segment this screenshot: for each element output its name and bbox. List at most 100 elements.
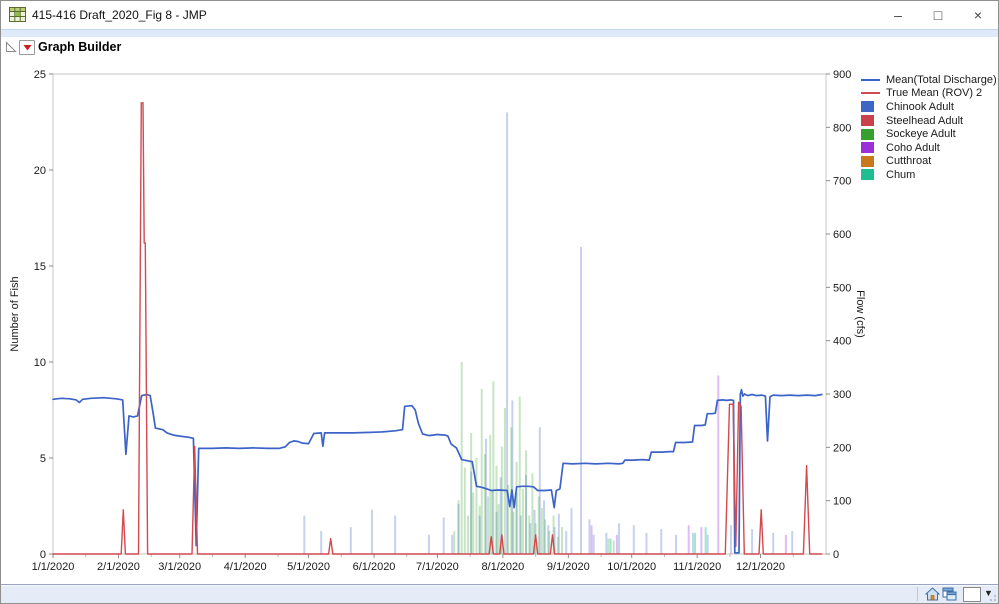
svg-text:Flow (cfs): Flow (cfs) [854,290,866,338]
home-icon[interactable] [925,587,940,601]
bar [487,496,490,554]
bar [548,530,551,554]
bar [525,450,528,554]
bar [552,515,555,554]
bar [717,375,720,554]
legend-item[interactable]: Chum [861,168,997,182]
window-list-icon[interactable] [942,587,957,601]
legend: Mean(Total Discharge) True Mean (ROV) 2 Ch… [861,73,997,182]
svg-text:200: 200 [833,442,851,454]
bar [489,434,492,554]
bar [544,519,547,554]
bar [540,507,543,554]
disclosure-triangle-icon[interactable] [5,41,17,53]
bar [503,408,506,554]
legend-square-swatch [861,142,886,154]
bar [609,538,612,554]
bar [618,523,621,554]
svg-text:800: 800 [833,122,851,134]
svg-text:1/1/2020: 1/1/2020 [32,561,75,573]
legend-item[interactable]: Mean(Total Discharge) [861,73,997,87]
legend-square-swatch [861,115,886,127]
bar [615,534,618,554]
status-bar: ▼ [1,584,998,603]
svg-text:5: 5 [40,453,46,465]
bar [590,525,593,554]
legend-item[interactable]: Cutthroat [861,155,997,169]
legend-label: Mean(Total Discharge) [886,73,997,86]
minimize-button[interactable]: – [894,7,902,23]
svg-text:20: 20 [34,165,46,177]
svg-text:10: 10 [34,357,46,369]
bar [491,490,494,554]
bar [519,515,522,554]
bar [511,400,514,554]
bar [499,477,502,554]
series-line [52,388,823,554]
bar [507,484,510,554]
bar [515,492,518,554]
bar [506,112,509,555]
bar [515,461,518,554]
bar [632,525,635,554]
legend-label: Coho Adult [886,141,940,154]
svg-text:400: 400 [833,336,851,348]
bar [772,532,775,554]
legend-square-swatch [861,155,886,167]
bar [480,388,483,554]
statusbar-separator [917,587,918,601]
legend-line-swatch [861,78,886,81]
bar [556,536,559,554]
report-title: Graph Builder [38,40,122,54]
red-triangle-menu-button[interactable] [19,40,35,55]
bar [478,506,481,554]
bar [472,492,475,554]
bar [691,532,694,554]
plot-frame [52,73,827,555]
bar [570,507,573,554]
bar [592,534,595,554]
legend-label: Cutthroat [886,155,932,168]
bar [495,511,498,554]
legend-square-swatch [861,101,886,113]
bar [528,515,531,554]
bar [463,467,466,554]
svg-text:900: 900 [833,69,851,81]
bar [457,500,460,554]
bar [784,534,787,554]
svg-text:9/1/2020: 9/1/2020 [547,561,590,573]
svg-text:2/1/2020: 2/1/2020 [97,561,140,573]
bar [704,527,707,554]
bar [537,496,540,554]
bar [751,529,754,554]
graph-builder-header: Graph Builder [1,37,998,57]
legend-label: Chinook Adult [886,100,954,113]
bar [588,519,591,554]
bar [470,471,473,554]
legend-item[interactable]: Coho Adult [861,141,997,155]
svg-text:600: 600 [833,229,851,241]
legend-label: Chum [886,168,916,181]
legend-item[interactable]: True Mean (ROV) 2 [861,87,997,101]
legend-item[interactable]: Chinook Adult [861,100,997,114]
svg-text:300: 300 [833,389,851,401]
bar [729,525,732,554]
data-table-icon [9,7,26,22]
legend-item[interactable]: Sockeye Adult [861,127,997,141]
zoom-box[interactable] [963,587,981,602]
resize-grip[interactable] [987,592,997,602]
maximize-button[interactable]: □ [933,7,943,23]
svg-text:6/1/2020: 6/1/2020 [353,561,396,573]
bar [543,500,546,554]
bar [694,532,697,554]
bar [557,513,560,554]
close-button[interactable]: × [973,7,983,23]
bar [320,530,323,554]
bar [553,527,556,554]
bar [483,454,486,554]
bar [612,540,615,554]
bar [645,532,648,554]
bar [349,527,352,554]
legend-item[interactable]: Steelhead Adult [861,114,997,128]
